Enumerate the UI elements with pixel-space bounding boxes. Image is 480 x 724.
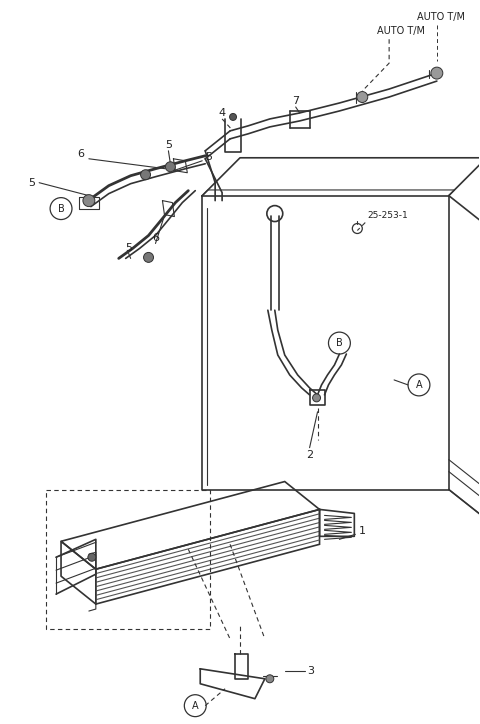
Circle shape — [88, 553, 96, 561]
Text: AUTO T/M: AUTO T/M — [377, 26, 425, 36]
Text: 2: 2 — [306, 450, 313, 460]
Circle shape — [431, 67, 443, 79]
Text: AUTO T/M: AUTO T/M — [417, 12, 465, 22]
Circle shape — [141, 169, 151, 180]
Text: 5: 5 — [28, 177, 35, 188]
Text: 25-253-1: 25-253-1 — [367, 211, 408, 220]
Circle shape — [144, 253, 154, 262]
Text: B: B — [58, 203, 64, 214]
Circle shape — [83, 195, 95, 206]
Text: 4: 4 — [218, 108, 226, 118]
Circle shape — [166, 161, 175, 172]
Circle shape — [357, 91, 368, 103]
Circle shape — [266, 675, 274, 683]
Text: 5: 5 — [205, 152, 212, 161]
Text: A: A — [192, 701, 199, 711]
Text: 3: 3 — [308, 666, 314, 675]
Circle shape — [229, 114, 237, 120]
Text: 5: 5 — [165, 140, 172, 150]
Text: A: A — [416, 380, 422, 390]
Circle shape — [312, 394, 321, 402]
Text: 7: 7 — [292, 96, 299, 106]
Text: B: B — [336, 338, 343, 348]
Text: 5: 5 — [125, 243, 132, 253]
Text: 6: 6 — [77, 149, 84, 159]
Text: 1: 1 — [360, 526, 366, 536]
Text: 6: 6 — [152, 233, 159, 243]
